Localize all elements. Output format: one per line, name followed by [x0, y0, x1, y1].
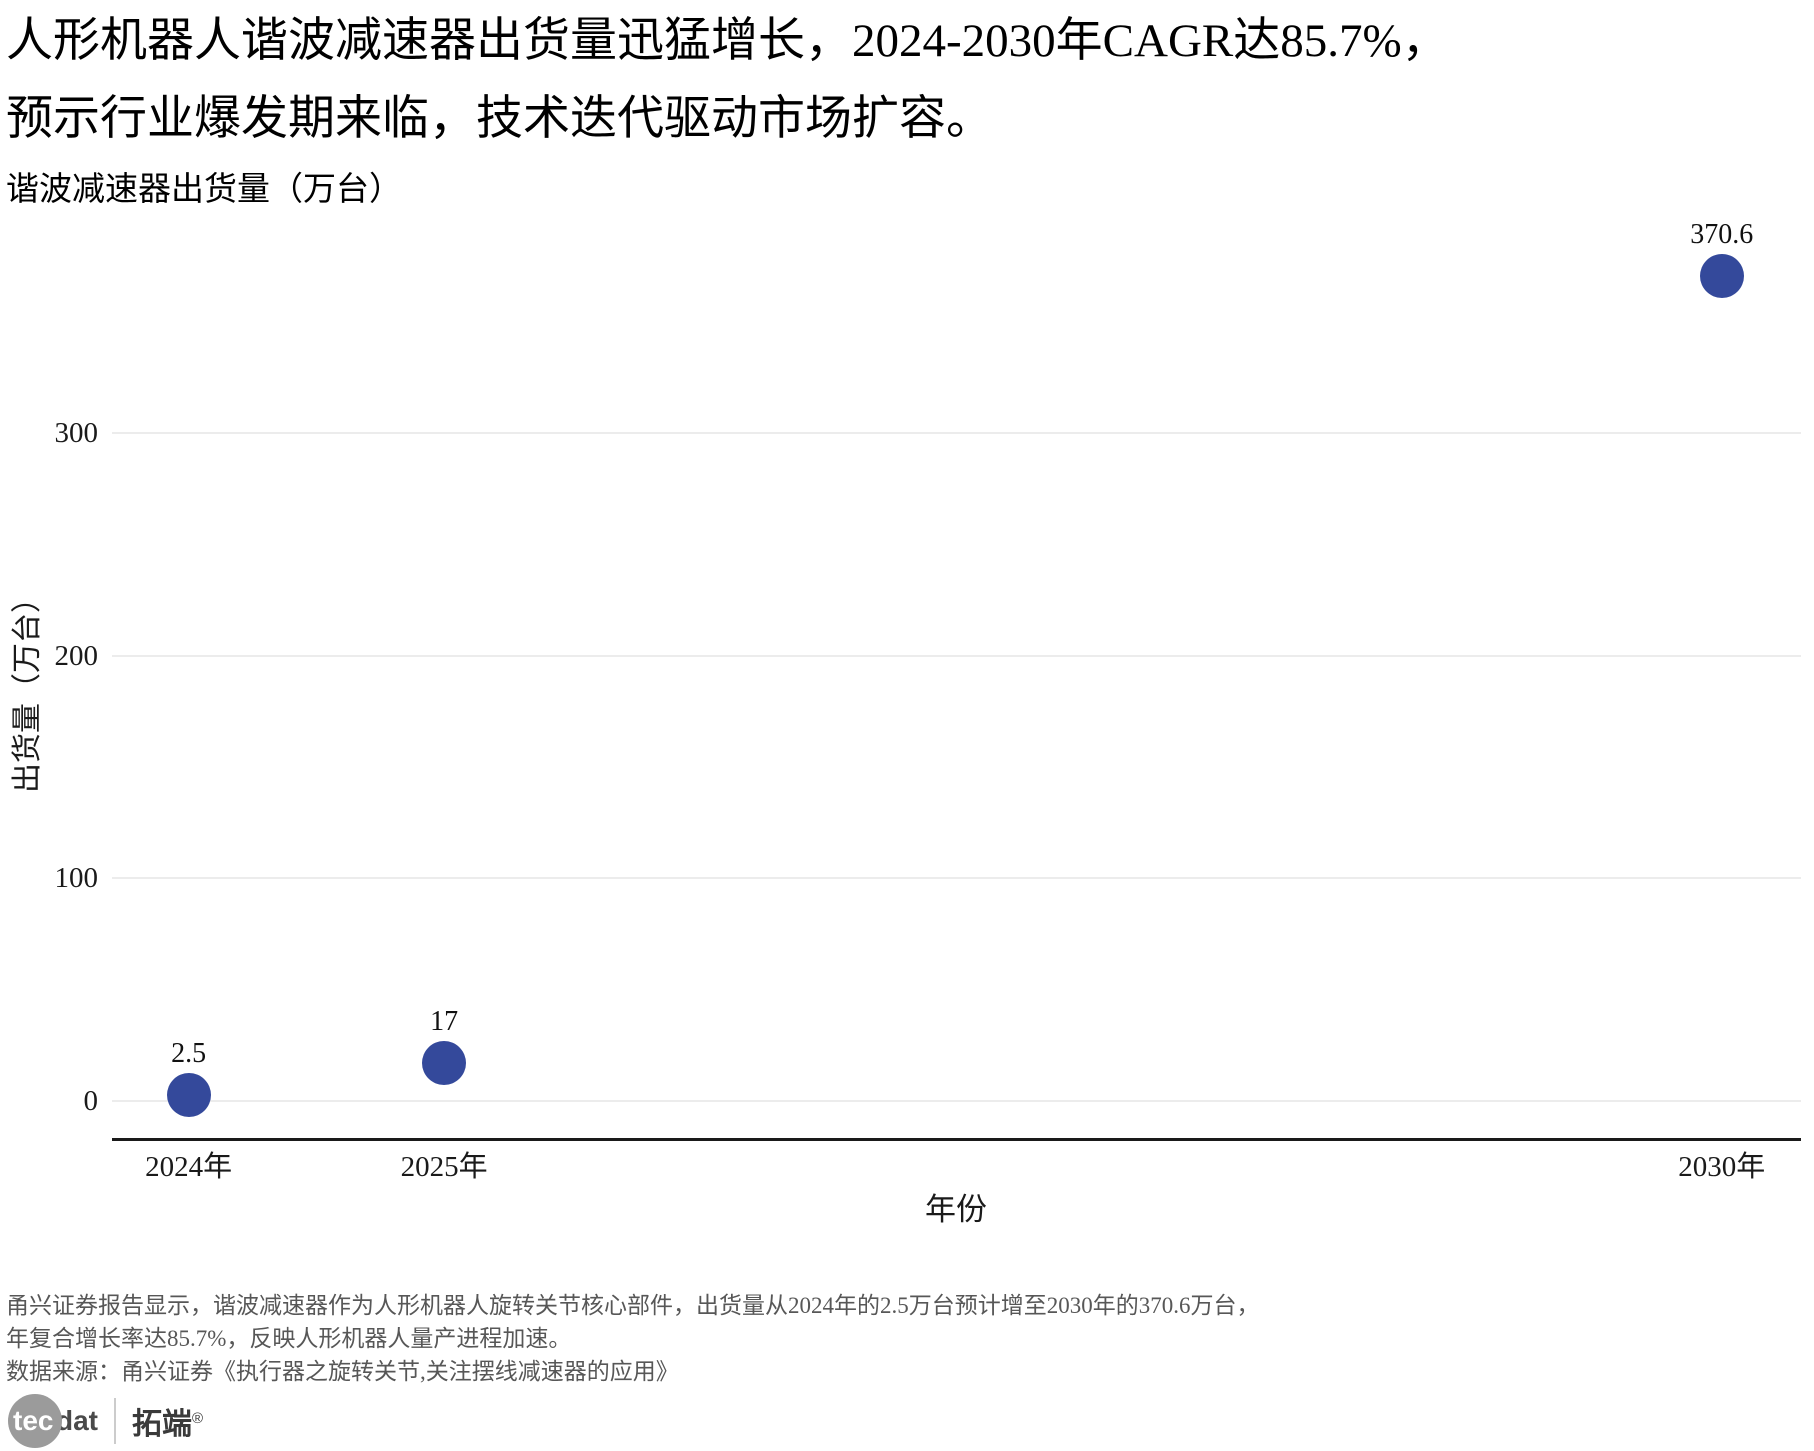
chart-title-line1: 人形机器人谐波减速器出货量迅猛增长，2024-2030年CAGR达85.7%， — [6, 15, 1449, 67]
y-axis-label: 出货量（万台） — [11, 583, 44, 793]
point-value-label: 2.5 — [171, 1038, 207, 1070]
logo-circle-icon: tec — [8, 1394, 62, 1448]
x-axis-label: 年份 — [925, 1192, 987, 1227]
registered-mark: ® — [192, 1410, 204, 1427]
h-gridline — [112, 877, 1801, 880]
logo-text-dat: dat — [56, 1405, 98, 1436]
x-tick-label: 2024年 — [145, 1151, 233, 1183]
h-gridline — [112, 1100, 1801, 1102]
scatter-point — [422, 1041, 467, 1086]
logo-text-tec: tec — [13, 1405, 54, 1436]
logo-brand-text: 拓端 — [132, 1408, 192, 1441]
chart-subtitle: 谐波减速器出货量（万台） — [6, 172, 402, 208]
y-tick-label: 200 — [54, 639, 99, 672]
x-axis-line — [112, 1138, 1801, 1141]
source-note: 甬兴证券报告显示，谐波减速器作为人形机器人旋转关节核心部件，出货量从2024年的… — [6, 1294, 1260, 1393]
y-tick-label: 0 — [83, 1085, 99, 1117]
point-value-label: 370.6 — [1690, 218, 1754, 250]
h-gridline — [112, 654, 1801, 657]
tecdat-logo: tec dat 拓端® — [8, 1394, 203, 1448]
scatter-point — [1699, 253, 1744, 298]
logo-divider — [114, 1398, 116, 1444]
footer-line1: 甬兴证券报告显示，谐波减速器作为人形机器人旋转关节核心部件，出货量从2024年的… — [6, 1293, 1260, 1318]
scatter-point — [166, 1073, 211, 1118]
point-value-label: 17 — [430, 1006, 459, 1038]
y-tick-label: 300 — [54, 416, 99, 449]
logo-brand: 拓端® — [132, 1399, 203, 1443]
chart-header: 人形机器人谐波减速器出货量迅猛增长，2024-2030年CAGR达85.7%， … — [6, 2, 1449, 210]
footer-line3: 数据来源：甬兴证券《执行器之旋转关节,关注摆线减速器的应用》 — [6, 1359, 679, 1384]
y-tick-label: 100 — [54, 862, 99, 895]
chart-title-line2: 预示行业爆发期来临，技术迭代驱动市场扩容。 — [6, 93, 993, 145]
x-tick-label: 2030年 — [1678, 1151, 1766, 1183]
x-tick-label: 2025年 — [400, 1151, 488, 1183]
h-gridline — [112, 431, 1801, 434]
footer-line2: 年复合增长率达85.7%，反映人形机器人量产进程加速。 — [6, 1326, 572, 1351]
